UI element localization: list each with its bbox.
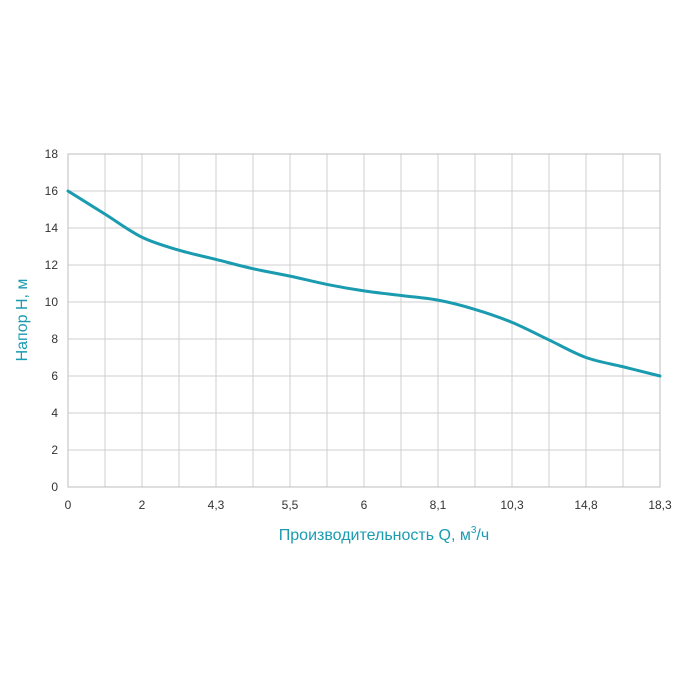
x-axis-title: Производительность Q, м3/ч xyxy=(279,525,489,544)
y-tick-label: 10 xyxy=(45,295,59,309)
x-axis-title-sup: 3 xyxy=(471,525,477,536)
x-tick-label: 8,1 xyxy=(430,498,447,512)
x-axis-title-suffix: /ч xyxy=(476,527,489,544)
x-tick-labels: 0 2 4,3 5,5 6 8,1 10,3 14,8 18,3 xyxy=(65,498,672,512)
x-axis-title-main: Производительность Q, м xyxy=(279,527,471,544)
y-tick-label: 4 xyxy=(51,406,58,420)
y-tick-label: 6 xyxy=(51,369,58,383)
y-tick-labels: 0 2 4 6 8 10 12 14 16 18 xyxy=(45,147,59,494)
y-tick-label: 0 xyxy=(51,480,58,494)
y-tick-label: 14 xyxy=(45,221,59,235)
y-tick-label: 18 xyxy=(45,147,59,161)
head-flow-curve xyxy=(66,189,662,378)
x-tick-label: 2 xyxy=(139,498,146,512)
x-tick-label: 10,3 xyxy=(500,498,524,512)
x-tick-label: 18,3 xyxy=(648,498,672,512)
y-tick-label: 8 xyxy=(51,332,58,346)
y-tick-label: 16 xyxy=(45,184,59,198)
y-tick-label: 12 xyxy=(45,258,59,272)
x-tick-label: 5,5 xyxy=(282,498,299,512)
x-tick-label: 0 xyxy=(65,498,72,512)
x-tick-label: 6 xyxy=(361,498,368,512)
plot-frame xyxy=(67,153,661,488)
y-axis-title: Напор H, м xyxy=(14,279,31,362)
x-tick-label: 4,3 xyxy=(208,498,225,512)
x-tick-label: 14,8 xyxy=(574,498,598,512)
y-tick-label: 2 xyxy=(51,443,58,457)
grid-layer xyxy=(67,153,661,488)
